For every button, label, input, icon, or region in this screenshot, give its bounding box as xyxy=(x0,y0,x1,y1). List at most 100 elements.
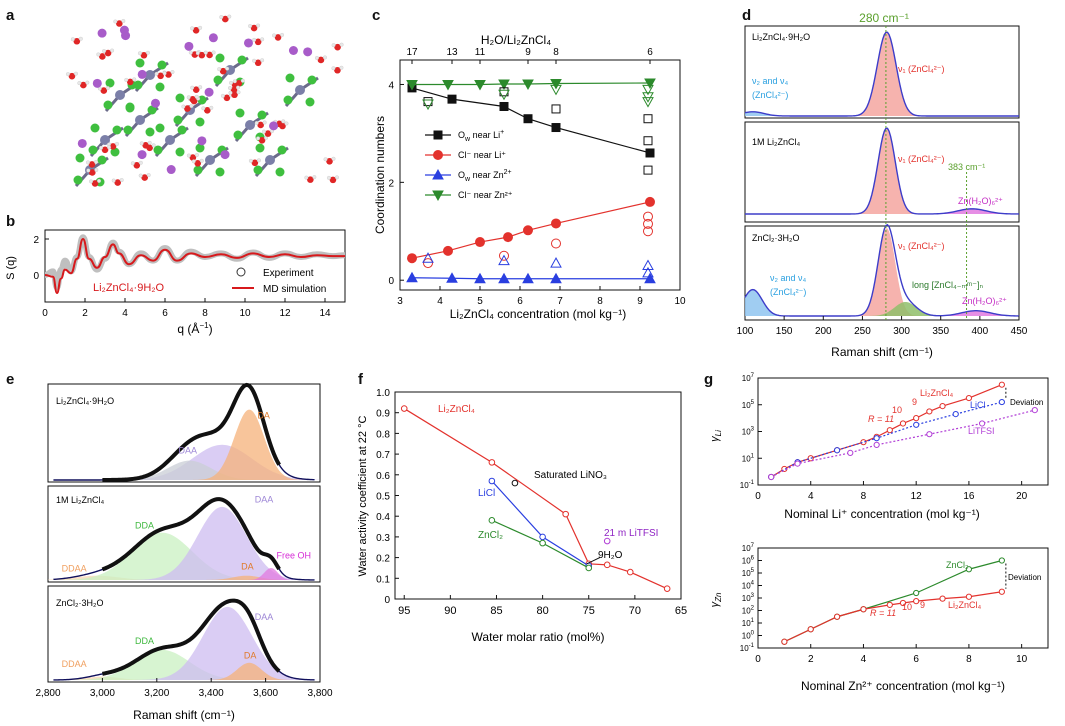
hydrogen-atom xyxy=(252,37,257,42)
oxygen-atom xyxy=(141,174,148,181)
panel-f-water-activity: 95 90 85 80 75 70 65 0 0.1 0.2 0.3 0.4 0.5 0.6 0.7 0.8 0… xyxy=(357,388,687,644)
c-open-point xyxy=(642,97,654,108)
oxygen-atom xyxy=(142,142,149,149)
hydrogen-atom xyxy=(186,95,191,100)
hydrogen-atom xyxy=(284,121,289,126)
hydrogen-atom xyxy=(86,160,90,165)
panel-letter-a: a xyxy=(6,7,15,24)
c-plot-frame xyxy=(399,59,681,291)
b-xtick-label: 4 xyxy=(122,308,128,319)
b-xtick-label: 2 xyxy=(82,308,88,319)
f-point xyxy=(488,459,496,466)
chlorine-atom xyxy=(277,145,287,155)
hydrogen-atom xyxy=(137,51,142,56)
oxygen-atom xyxy=(206,51,213,59)
g-top-label-licl: LiCl xyxy=(970,400,986,410)
chlorine-atom xyxy=(133,80,143,90)
hydrogen-atom xyxy=(201,106,206,111)
f-xtick-label: 70 xyxy=(629,605,641,617)
hydrogen-atom xyxy=(77,81,82,86)
f-xtick-label: 65 xyxy=(675,605,687,617)
oxygen-atom xyxy=(264,130,272,137)
f-xtick-label: 80 xyxy=(536,605,548,617)
zinc-atom xyxy=(205,155,215,165)
hydrogen-atom xyxy=(151,143,156,148)
c-ytick-label: 2 xyxy=(388,178,394,189)
e-s2-component-4 xyxy=(48,567,320,580)
c-toptick-label: 17 xyxy=(406,47,418,58)
chlorine-atom xyxy=(155,82,165,92)
hydrogen-atom xyxy=(119,178,124,183)
g-bot-ylabel: γZn xyxy=(709,592,723,607)
c-point xyxy=(474,79,486,91)
d-s2-znh2o: Zn(H₂O)₆²⁺ xyxy=(958,196,1003,206)
c-point xyxy=(503,232,513,243)
f-point xyxy=(562,510,569,518)
c-open-point xyxy=(422,99,434,111)
c-series-line-0 xyxy=(411,87,651,154)
hydrogen-atom xyxy=(170,70,175,74)
e-s1-label-da: DA xyxy=(257,410,270,420)
d-s3-znh2o: Zn(H₂O)₆²⁺ xyxy=(962,296,1007,306)
chlorine-atom xyxy=(88,145,98,155)
panel-d-raman-low: 280 cm⁻¹ 100 150 200 250 300 350 400 450 Raman … xyxy=(737,11,1028,359)
hydrogen-atom xyxy=(254,121,259,125)
oxygen-atom xyxy=(88,161,96,168)
hydrogen-atom xyxy=(89,179,93,184)
f-9h2o-arrow xyxy=(586,557,601,565)
chlorine-atom xyxy=(213,75,223,85)
lithium-atom xyxy=(97,28,107,38)
oxygen-atom xyxy=(68,72,76,80)
g-point xyxy=(860,606,867,613)
oxygen-atom xyxy=(307,176,314,183)
d-top-label: 280 cm⁻¹ xyxy=(859,11,909,25)
c-point xyxy=(447,94,457,104)
g-top-9: 9 xyxy=(912,397,917,407)
hydrogen-atom xyxy=(78,36,83,41)
f-point xyxy=(488,517,496,524)
chlorine-atom xyxy=(195,117,205,127)
b-legend-exp: Experiment xyxy=(263,268,314,279)
c-point xyxy=(645,148,655,158)
c-legend-text: Ow near Zn2+ xyxy=(458,169,512,183)
e-s3-experiment xyxy=(101,598,281,676)
g-point xyxy=(952,411,959,418)
g-xtick-label: 0 xyxy=(755,654,761,665)
d-s2-v1: ν₁ (ZnCl₄²⁻) xyxy=(898,154,944,164)
c-open-point xyxy=(551,238,561,249)
hydrogen-atom xyxy=(240,78,245,83)
d-xtick-label: 200 xyxy=(815,326,832,337)
oxygen-atom xyxy=(257,121,264,129)
hydrogen-atom xyxy=(252,58,257,63)
f-xtick-label: 95 xyxy=(398,605,410,617)
e-s2-label-daa: DAA xyxy=(255,495,274,505)
oxygen-atom xyxy=(189,95,197,103)
g-top-label-litfsi: LiTFSI xyxy=(968,426,995,436)
d-s3-v24b: (ZnCl₄²⁻) xyxy=(770,287,806,297)
d-s3-zn-peak xyxy=(745,310,1019,316)
oxygen-atom xyxy=(219,67,227,75)
chlorine-atom xyxy=(135,58,145,68)
f-plot-frame xyxy=(394,391,682,600)
f-ytick-label: 1.0 xyxy=(376,388,390,399)
lithium-atom xyxy=(166,165,176,175)
panel-letter-f: f xyxy=(358,371,364,388)
chlorine-atom xyxy=(275,167,285,177)
lithium-atom xyxy=(77,138,87,148)
g-point xyxy=(998,557,1005,564)
g-xtick-label: 2 xyxy=(808,654,814,665)
hydrogen-atom xyxy=(339,65,344,70)
c-legend-marker xyxy=(433,130,443,140)
oxygen-atom xyxy=(88,169,96,176)
hydrogen-atom xyxy=(262,129,266,134)
g-series-line-1-1 xyxy=(784,591,1002,643)
g-ytick-label: 103 xyxy=(742,593,755,603)
c-toptick-label: 13 xyxy=(446,47,458,58)
f-label-li2zncl4: Li₂ZnCl₄ xyxy=(438,404,475,415)
g-point xyxy=(873,441,880,448)
d-s2-v1-peak xyxy=(745,128,1019,214)
lithium-atom xyxy=(204,87,214,97)
c-point xyxy=(522,79,534,91)
g-point xyxy=(965,394,973,402)
hydrogen-atom xyxy=(256,23,261,28)
